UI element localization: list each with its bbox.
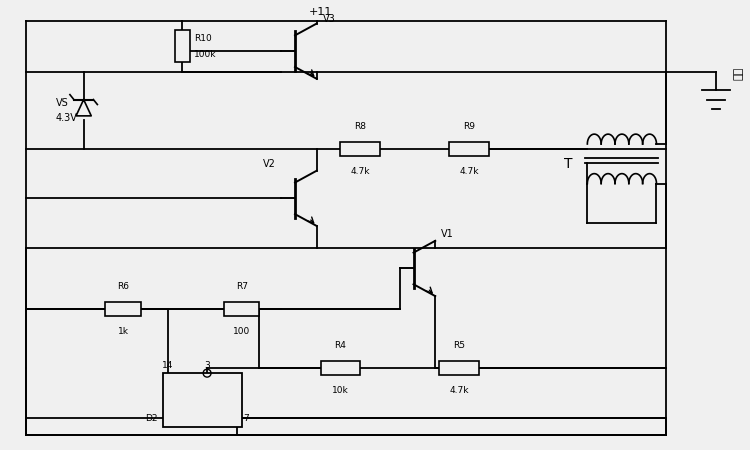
Text: 接地: 接地 [734,67,743,80]
Text: V3: V3 [322,14,335,23]
Text: 4.7k: 4.7k [459,167,478,176]
Bar [224,302,260,316]
Text: R6: R6 [117,282,129,291]
Text: 100: 100 [233,327,250,336]
Text: 4.7k: 4.7k [449,386,469,395]
Text: +11: +11 [309,7,332,17]
Text: VS: VS [56,98,69,108]
Text: 4.7k: 4.7k [350,167,370,176]
Text: R7: R7 [236,282,248,291]
Text: R9: R9 [463,122,475,131]
Text: R10: R10 [194,34,212,43]
Text: 100k: 100k [194,50,217,58]
Text: 7: 7 [244,414,250,423]
Bar [175,31,190,62]
Text: R5: R5 [453,342,465,351]
Bar [449,142,488,156]
Text: R4: R4 [334,342,346,351]
Text: 1k: 1k [118,327,129,336]
Text: 3: 3 [204,361,210,370]
Bar [340,142,380,156]
Text: 4.3V: 4.3V [56,113,78,123]
Text: 10k: 10k [332,386,349,395]
Text: V2: V2 [263,159,276,169]
Text: D2: D2 [146,414,158,423]
Text: T: T [564,157,572,171]
Bar [105,302,141,316]
Text: R8: R8 [354,122,366,131]
Bar [163,373,242,427]
Bar [321,361,360,375]
Bar [440,361,479,375]
Text: 14: 14 [162,361,173,370]
Text: V1: V1 [441,229,454,239]
